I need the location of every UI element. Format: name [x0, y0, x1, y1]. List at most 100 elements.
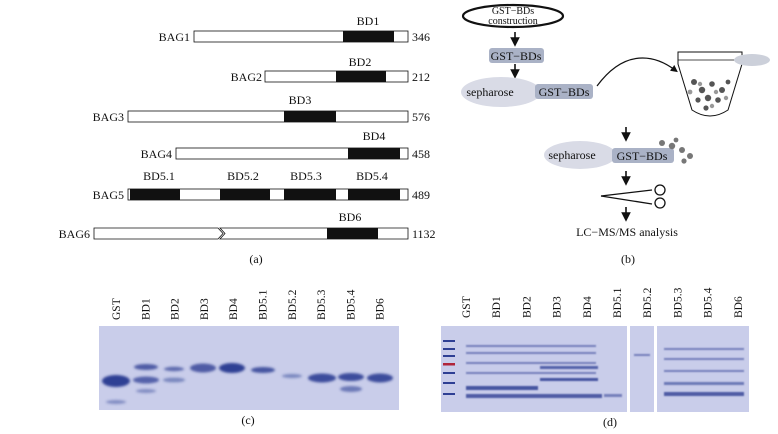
panel-c: GST BD1 BD2 BD3 BD4 BD5.1 BD5.2 BD5.3 BD5.4 BD6 (… [99, 289, 399, 427]
protein-length-bag4: 458 [412, 147, 430, 161]
panel-a-label: (a) [249, 252, 262, 266]
domain-bd5-1 [130, 189, 180, 200]
band [664, 370, 744, 372]
sepharose-text-1: sepharose [466, 85, 513, 99]
panel_d-lane-label: BD5.1 [612, 287, 624, 318]
domain-bd2 [336, 71, 386, 82]
band [133, 376, 159, 384]
gst-bds-text-2: GST−BDs [539, 85, 590, 99]
domain-bd6 [327, 228, 378, 239]
panel_d-lane-label: BD5.4 [703, 287, 715, 318]
panel_c-lane-label: BD3 [199, 298, 211, 320]
protein-bar-bag6-part2 [219, 227, 409, 240]
domain-label-bd6: BD6 [339, 210, 362, 224]
band [219, 363, 245, 373]
panel_d-lane-label: BD2 [521, 296, 533, 318]
gel-c-bands [102, 363, 393, 404]
band [466, 352, 596, 354]
panel_d-lane-label: GST [461, 296, 473, 318]
panel-b-label: (b) [621, 252, 635, 266]
domain-label-bd2: BD2 [349, 55, 372, 69]
protein-name-bag6: BAG6 [59, 227, 90, 241]
band [466, 394, 602, 398]
panel-d: GST BD1 BD2 BD3 BD4 BD5.1 BD5.2 BD5.3 BD5.4 BD6 [441, 287, 749, 429]
gst-bds-text-3: GST−BDs [617, 149, 668, 163]
protein-name-bag3: BAG3 [93, 110, 124, 124]
construct-line1: GST−BDs [492, 6, 534, 17]
domain-label-bd3: BD3 [289, 93, 312, 107]
domain-label-bd5-2: BD5.2 [227, 169, 259, 183]
band [466, 386, 538, 390]
band [106, 400, 126, 404]
panel-c-label: (c) [241, 413, 254, 427]
domain-bd1 [343, 31, 394, 42]
gel-d-right [657, 326, 749, 412]
panel_c-lane-label: BD5.4 [345, 289, 357, 320]
analysis-text: LC−MS/MS analysis [576, 225, 678, 239]
panel-b: GST−BDs construction GST−BDs sepharose G… [461, 3, 770, 266]
bag4-row: BAG4 BD4 458 [141, 129, 430, 161]
protein-bar-bag6-part1 [93, 227, 224, 240]
band [282, 374, 302, 378]
gel-d-left [441, 326, 627, 412]
gel-d-bands [466, 345, 744, 398]
band [251, 367, 275, 373]
band [540, 378, 598, 381]
bag5-row: BAG5 BD5.1 BD5.2 BD5.3 BD5.4 489 [93, 169, 430, 202]
panel_d-lane-label: BD6 [733, 296, 745, 318]
band [664, 382, 744, 385]
protein-length-bag6: 1132 [412, 227, 436, 241]
construction-ellipse [461, 3, 565, 29]
panel_c-lane-label: BD5.3 [316, 289, 328, 320]
protein-name-bag5: BAG5 [93, 188, 124, 202]
gst-bds-text-1: GST−BDs [491, 49, 542, 63]
gst-bds-tag-3 [612, 148, 674, 163]
panel_c-lane-label: BD2 [170, 298, 182, 320]
band [102, 375, 130, 387]
band [190, 363, 216, 373]
protein-length-bag3: 576 [412, 110, 430, 124]
domain-label-bd1: BD1 [357, 14, 380, 28]
panel_c-lane-label: BD5.1 [258, 289, 270, 320]
bound-proteins-icon [659, 137, 693, 164]
lysate-tube-icon [677, 51, 770, 117]
band [664, 358, 744, 360]
band [540, 366, 598, 369]
domain-label-bd5-3: BD5.3 [290, 169, 322, 183]
band [134, 364, 158, 370]
domain-label-bd4: BD4 [363, 129, 386, 143]
protein-length-bag5: 489 [412, 188, 430, 202]
gel-c-lane-labels: GST BD1 BD2 BD3 BD4 BD5.1 BD5.2 BD5.3 BD5.4 BD6 [111, 289, 387, 320]
band [634, 354, 650, 356]
domain-bd3 [284, 111, 336, 122]
domain-bd5-2 [220, 189, 270, 200]
gel-d-lane-labels: GST BD1 BD2 BD3 BD4 BD5.1 BD5.2 BD5.3 BD5.4 BD6 [461, 287, 745, 318]
panel_d-lane-label: BD4 [582, 296, 594, 318]
band [466, 372, 596, 374]
band [340, 386, 362, 392]
panel_d-lane-label: BD5.2 [642, 287, 654, 318]
construct-line2: construction [488, 16, 537, 27]
band [136, 389, 156, 393]
domain-bd5-3 [284, 189, 336, 200]
bag2-row: BAG2 BD2 212 [231, 55, 430, 84]
protein-bar-bag3 [127, 110, 409, 123]
gel-d-ladder [443, 340, 455, 395]
panel_c-lane-label: BD1 [140, 298, 152, 320]
domain-label-bd5-1: BD5.1 [143, 169, 175, 183]
protein-length-bag2: 212 [412, 70, 430, 84]
panel_c-lane-label: BD4 [228, 298, 240, 320]
gel-d-middle [630, 326, 654, 412]
band [338, 373, 364, 381]
panel_d-lane-label: BD5.3 [672, 287, 684, 318]
protein-name-bag2: BAG2 [231, 70, 262, 84]
domain-bd4 [348, 148, 400, 159]
band [164, 366, 184, 372]
protein-bar-bag4 [175, 147, 409, 160]
band [163, 377, 185, 383]
protein-bar-bag1 [193, 30, 409, 43]
scissors-icon [600, 184, 666, 209]
protein-name-bag4: BAG4 [141, 147, 172, 161]
domain-label-bd5-4: BD5.4 [356, 169, 388, 183]
